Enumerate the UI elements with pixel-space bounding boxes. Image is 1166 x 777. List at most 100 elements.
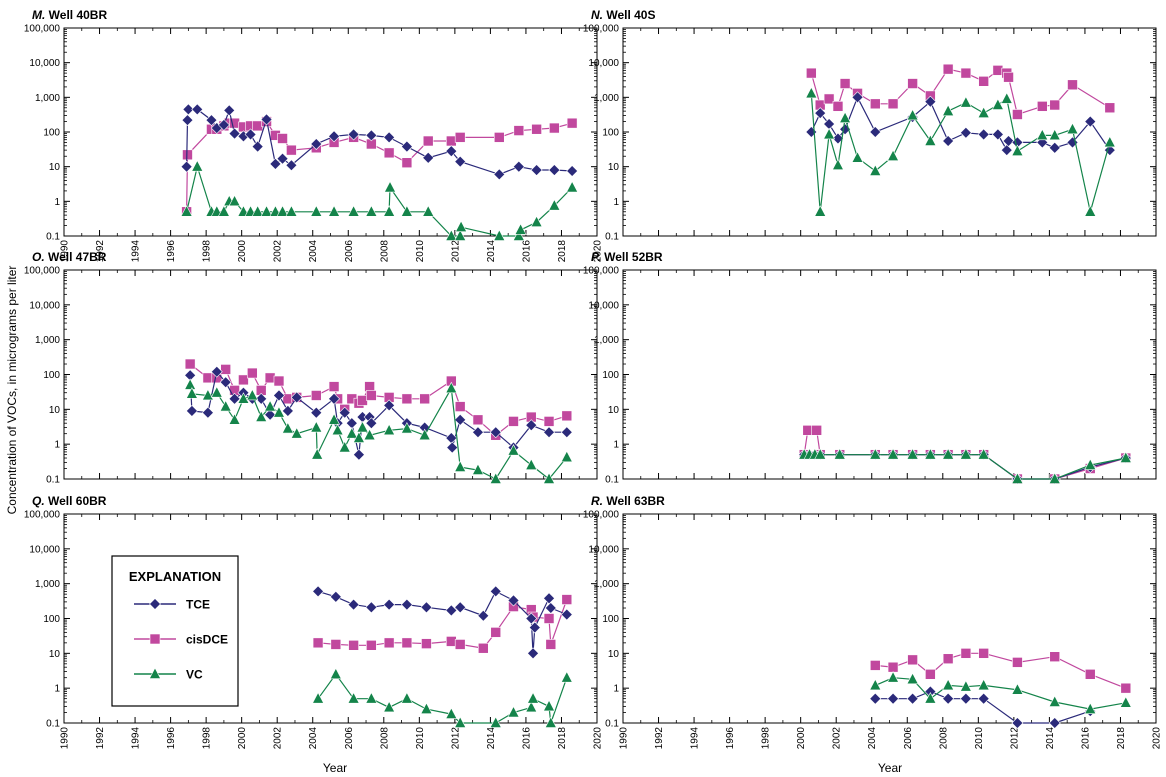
point-tce: [977, 692, 990, 705]
series-vc: [180, 160, 579, 241]
y-tick-label: 100,000: [583, 510, 620, 521]
x-tick-label: 1994: [131, 727, 142, 750]
point-cisdce: [1036, 101, 1048, 112]
point-tce: [454, 155, 467, 168]
point-cisdce: [348, 640, 359, 651]
point-tce: [1084, 115, 1097, 128]
point-vc: [1048, 695, 1061, 707]
point-tce: [851, 91, 864, 104]
series-vc: [869, 671, 1132, 714]
point-cisdce: [477, 642, 489, 654]
point-tce: [543, 426, 555, 439]
point-cisdce: [1120, 682, 1132, 694]
point-cisdce: [383, 637, 395, 649]
point-vc: [228, 413, 241, 425]
point-vc: [191, 160, 204, 172]
point-cisdce: [925, 669, 936, 680]
x-tick-label: 2012: [450, 240, 461, 263]
series-tce: [805, 91, 1116, 157]
point-vc: [251, 205, 264, 217]
point-tce: [560, 608, 573, 621]
point-tce: [328, 130, 340, 143]
point-vc: [489, 472, 502, 484]
point-vc: [276, 205, 289, 217]
point-cisdce: [472, 414, 484, 426]
point-tce: [1048, 141, 1061, 154]
series-tce: [312, 585, 573, 660]
point-tce: [347, 598, 360, 611]
point-vc: [942, 448, 955, 460]
point-tce: [991, 128, 1004, 141]
point-cisdce: [566, 117, 578, 129]
panel-title: Q. Well 60BR: [32, 494, 107, 508]
x-tick-label: 2018: [557, 727, 568, 750]
x-tick-label: 2004: [867, 727, 878, 750]
point-tce: [493, 168, 506, 181]
point-cisdce: [1049, 651, 1061, 663]
point-vc: [959, 96, 972, 108]
x-tick-label: 2006: [344, 240, 355, 263]
point-vc: [454, 460, 467, 472]
point-cisdce: [202, 372, 214, 384]
y-tick-label: 10: [608, 649, 620, 660]
point-vc: [566, 180, 579, 193]
x-tick-label: 2000: [237, 240, 248, 263]
x-tick-label: 2018: [1116, 727, 1127, 750]
point-tce: [328, 392, 340, 405]
point-tce: [329, 590, 342, 603]
legend-marker-tce: [149, 598, 161, 610]
point-vc: [1119, 696, 1132, 708]
plot-frame: [622, 269, 1157, 480]
y-tick-label: 1: [613, 440, 619, 451]
series-vc: [798, 448, 1132, 484]
point-tce: [251, 140, 264, 153]
panel-q: Q. Well 60BR 0.1 1 10 100 1,000 10,000 100,000 1…: [24, 494, 604, 749]
x-tick-label: 1996: [166, 727, 177, 750]
point-vc: [805, 86, 818, 99]
y-tick-label: 10,000: [588, 544, 619, 555]
y-tick-label: 100: [602, 614, 619, 625]
point-cisdce: [401, 393, 413, 405]
x-tick-label: 1990: [619, 727, 630, 750]
point-cisdce: [531, 123, 542, 135]
point-cisdce: [454, 401, 466, 412]
point-tce: [454, 601, 467, 614]
point-tce: [276, 152, 289, 165]
y-tick-label: 1: [613, 684, 619, 695]
x-tick-label: 1990: [60, 240, 71, 263]
point-vc: [869, 448, 882, 460]
point-vc: [823, 127, 836, 140]
y-tick-label: 10,000: [588, 58, 619, 69]
y-tick-label: 1,000: [35, 93, 60, 104]
point-tce: [544, 602, 557, 614]
x-tick-label: 1996: [166, 240, 177, 263]
point-vc: [1084, 458, 1097, 470]
legend-label-tce: TCE: [186, 598, 210, 612]
x-tick-label: 2016: [521, 727, 532, 750]
panel-letter: N.: [591, 8, 603, 22]
point-vc: [255, 410, 268, 422]
legend-box: [111, 555, 239, 707]
point-tce: [566, 165, 579, 177]
point-vc: [1036, 128, 1049, 141]
point-vc: [345, 427, 358, 439]
point-tce: [185, 405, 198, 417]
point-cisdce: [454, 132, 466, 143]
point-vc: [527, 692, 540, 704]
point-tce: [182, 103, 195, 116]
point-cisdce: [869, 98, 881, 110]
x-tick-label: 2006: [344, 727, 355, 750]
y-tick-label: 10,000: [588, 300, 619, 311]
x-tick-label: 2004: [308, 727, 319, 750]
point-cisdce: [383, 147, 395, 159]
point-vc: [977, 678, 990, 691]
point-vc: [831, 158, 844, 171]
point-cisdce: [310, 390, 322, 401]
point-cisdce: [887, 661, 899, 673]
point-cisdce: [839, 78, 851, 89]
point-cisdce: [832, 101, 844, 112]
point-cisdce: [1012, 657, 1023, 668]
point-cisdce: [978, 76, 989, 87]
point-tce: [353, 448, 365, 461]
